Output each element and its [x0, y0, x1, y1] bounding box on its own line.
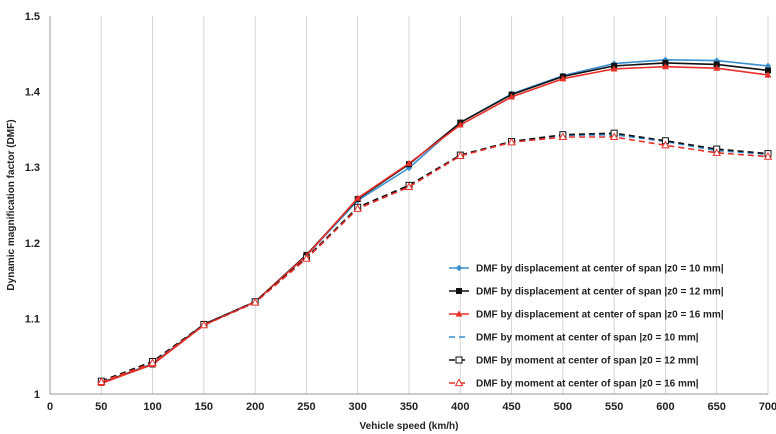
legend-item: DMF by displacement at center of span |z…: [449, 287, 724, 298]
legend-label: DMF by moment at center of span |z0 = 10…: [476, 333, 699, 344]
x-tick-label: 400: [451, 401, 469, 413]
series-lines: [97, 56, 773, 387]
x-tick-label: 600: [656, 401, 674, 413]
data-point: [353, 204, 362, 212]
data-point: [455, 264, 463, 272]
series-line: [101, 133, 769, 382]
x-tick-label: 700: [759, 401, 776, 413]
data-point: [763, 151, 773, 160]
legend-label: DMF by moment at center of span |z0 = 16…: [476, 379, 699, 390]
data-point: [456, 151, 465, 159]
data-point: [456, 121, 464, 128]
x-tick-label: 250: [297, 401, 315, 413]
data-point: [97, 377, 106, 386]
y-tick-label: 1.2: [25, 238, 40, 250]
legend-label: DMF by moment at center of span |z0 = 12…: [476, 356, 699, 367]
data-point: [302, 254, 311, 262]
axes: [49, 16, 768, 395]
y-tick-label: 1: [34, 389, 40, 401]
legend-item: DMF by moment at center of span |z0 = 16…: [449, 378, 699, 390]
data-point: [713, 64, 721, 71]
data-point: [765, 67, 771, 74]
data-point: [405, 159, 413, 167]
x-tick-label: 650: [708, 401, 726, 413]
data-point: [404, 182, 414, 190]
legend-label: DMF by displacement at center of span |z…: [476, 310, 724, 321]
x-tick-label: 350: [400, 401, 418, 413]
x-tick-label: 550: [605, 401, 623, 413]
data-point: [558, 132, 568, 141]
legend-label: DMF by displacement at center of span |z…: [476, 264, 724, 275]
legend-item: DMF by displacement at center of span |z…: [449, 264, 724, 275]
data-point: [455, 356, 463, 364]
data-point: [148, 358, 157, 367]
data-point: [508, 93, 515, 100]
y-tick-label: 1.5: [25, 11, 40, 23]
y-tick-label: 1.3: [25, 162, 40, 174]
x-tick-label: 150: [195, 401, 213, 413]
data-point: [507, 137, 516, 146]
series-4: [101, 133, 769, 382]
data-point: [662, 59, 669, 66]
legend-label: DMF by displacement at center of span |z…: [476, 287, 724, 298]
data-point: [199, 320, 209, 329]
y-tick-label: 1.1: [25, 313, 40, 325]
series-6: [97, 132, 773, 386]
data-point: [662, 63, 669, 70]
series-5: [97, 129, 772, 385]
legend-item: DMF by displacement at center of span |z…: [449, 310, 724, 321]
x-axis-title: Vehicle speed (km/h): [360, 421, 459, 432]
data-point: [354, 194, 362, 201]
data-point: [661, 140, 670, 149]
legend-item: DMF by moment at center of span |z0 = 10…: [449, 333, 699, 344]
legend: DMF by displacement at center of span |z…: [449, 264, 724, 390]
series-line: [101, 132, 769, 382]
series-line: [101, 136, 769, 383]
x-tick-label: 300: [349, 401, 367, 413]
x-tick-label: 100: [143, 401, 161, 413]
data-point: [712, 148, 721, 156]
tick-labels: 0 50 100 150 200 250 300 350 400 450 500 550 600 650 7…: [25, 11, 776, 413]
data-point: [609, 132, 619, 141]
data-point: [454, 378, 464, 387]
x-tick-label: 500: [554, 401, 572, 413]
x-tick-label: 50: [95, 401, 107, 413]
data-point: [764, 71, 772, 78]
data-point: [610, 65, 618, 72]
x-tick-label: 450: [502, 401, 520, 413]
data-point: [455, 310, 463, 317]
y-tick-label: 1.4: [25, 87, 41, 99]
x-tick-label: 200: [246, 401, 264, 413]
data-point: [456, 288, 462, 294]
series-line: [101, 65, 769, 385]
y-axis-title: Dynamic magnification factor (DMF): [6, 119, 17, 290]
data-point: [713, 57, 720, 64]
x-tick-label: 0: [47, 401, 53, 413]
data-point: [713, 61, 720, 68]
legend-item: DMF by moment at center of span |z0 = 12…: [449, 356, 699, 367]
data-point: [250, 297, 260, 306]
data-point: [559, 75, 567, 82]
